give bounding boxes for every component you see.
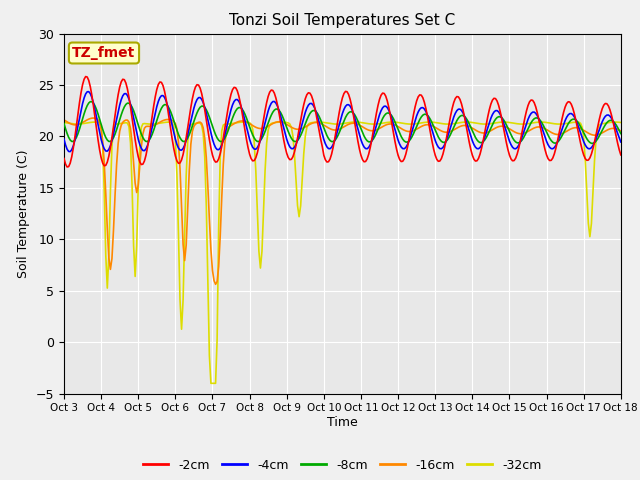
-4cm [167, 116, 175, 122]
-2cm [617, 152, 625, 158]
-8cm [379, 116, 387, 121]
-2cm [399, 158, 406, 164]
-2cm [82, 74, 90, 80]
Line: -8cm: -8cm [64, 102, 621, 144]
-8cm [397, 133, 405, 139]
-16cm [60, 117, 68, 123]
-16cm [552, 132, 559, 137]
Title: Tonzi Soil Temperatures Set C: Tonzi Soil Temperatures Set C [229, 13, 456, 28]
-2cm [552, 145, 559, 151]
-32cm [351, 119, 358, 125]
-32cm [164, 119, 172, 125]
-8cm [60, 121, 68, 127]
-4cm [67, 149, 74, 155]
-8cm [550, 140, 558, 146]
-16cm [412, 127, 419, 133]
-4cm [380, 103, 388, 109]
-16cm [90, 115, 97, 121]
Line: -16cm: -16cm [64, 118, 621, 284]
-16cm [212, 281, 220, 287]
-2cm [380, 91, 388, 96]
-16cm [165, 117, 173, 122]
-32cm [380, 120, 388, 126]
Line: -2cm: -2cm [64, 77, 621, 167]
-2cm [412, 104, 419, 110]
-32cm [60, 120, 68, 125]
-4cm [399, 146, 406, 152]
-32cm [617, 120, 625, 125]
Y-axis label: Soil Temperature (C): Soil Temperature (C) [17, 149, 30, 278]
-2cm [167, 127, 175, 132]
Legend: -2cm, -4cm, -8cm, -16cm, -32cm: -2cm, -4cm, -8cm, -16cm, -32cm [138, 454, 547, 477]
-32cm [76, 121, 83, 127]
-2cm [60, 156, 68, 161]
Line: -32cm: -32cm [64, 122, 621, 384]
-4cm [85, 89, 93, 95]
-8cm [76, 126, 83, 132]
Text: TZ_fmet: TZ_fmet [72, 46, 136, 60]
-2cm [63, 164, 71, 170]
-16cm [76, 121, 83, 127]
Line: -4cm: -4cm [64, 92, 621, 152]
-8cm [410, 131, 417, 136]
-32cm [552, 121, 559, 127]
-8cm [165, 106, 173, 111]
-4cm [60, 136, 68, 142]
-8cm [589, 141, 597, 146]
X-axis label: Time: Time [327, 416, 358, 429]
-32cm [207, 381, 215, 386]
-4cm [552, 143, 559, 148]
-32cm [399, 120, 406, 126]
-4cm [617, 139, 625, 145]
-16cm [617, 128, 625, 134]
-2cm [77, 90, 85, 96]
-16cm [380, 123, 388, 129]
-32cm [412, 121, 419, 127]
-8cm [617, 131, 625, 136]
-16cm [399, 127, 406, 132]
-4cm [412, 118, 419, 123]
-4cm [77, 108, 85, 113]
-8cm [86, 99, 94, 105]
